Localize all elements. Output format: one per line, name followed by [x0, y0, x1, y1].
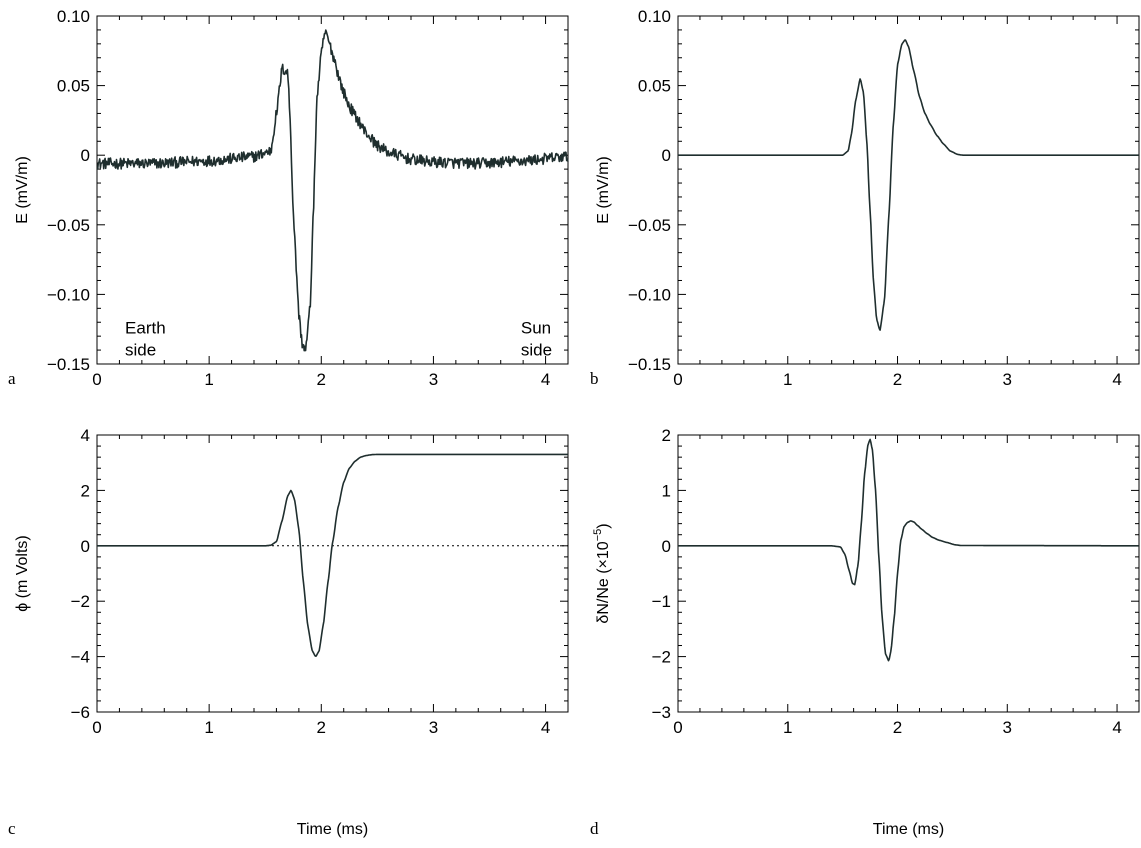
- y-tick-label: −0.15: [628, 355, 671, 374]
- y-axis-label: ϕ (m Volts): [14, 535, 31, 612]
- y-tick-label: −0.10: [47, 285, 90, 304]
- data-series-line: [97, 453, 569, 658]
- y-tick-label: −1: [652, 592, 671, 611]
- y-tick-label: 0.10: [57, 7, 90, 26]
- panel-label: c: [8, 819, 16, 838]
- annotation-text: Sun side: [521, 318, 552, 359]
- x-tick-label: 1: [204, 718, 213, 737]
- y-tick-label: −0.15: [47, 355, 90, 374]
- data-series-line: [677, 438, 1139, 662]
- x-tick-label: 3: [1003, 370, 1012, 389]
- x-tick-label: 3: [429, 718, 438, 737]
- y-axis-label: E (mV/m): [595, 156, 612, 224]
- x-tick-label: 0: [673, 370, 682, 389]
- data-series-line: [677, 39, 1139, 331]
- x-tick-label: 2: [317, 370, 326, 389]
- x-tick-label: 4: [1112, 718, 1121, 737]
- panel-c-chart: 0 1 2 3 4 −6 −4 −2 0 2 4 ϕ (m Volts) Time (ms) c: [8, 426, 569, 838]
- y-tick-label: 4: [81, 426, 90, 445]
- panel-label: b: [590, 369, 599, 388]
- plot-frame: [677, 434, 1140, 713]
- y-axis-label: E (mV/m): [14, 156, 31, 224]
- y-tick-label: −0.05: [47, 216, 90, 235]
- y-tick-label: −4: [71, 648, 90, 667]
- y-tick-label: 0: [81, 537, 90, 556]
- panel-b-chart: 0 1 2 3 4 −0.15 −0.10 −0.05 0 0.05 0.10 E (mV/m) b: [590, 7, 1140, 389]
- plot-frame: [96, 15, 569, 365]
- x-tick-label: 2: [893, 370, 902, 389]
- x-axis-label: Time (ms): [297, 821, 368, 838]
- annotation-line: Earth: [125, 318, 166, 337]
- x-tick-label: 3: [1003, 718, 1012, 737]
- y-tick-label: 0.05: [638, 77, 671, 96]
- y-tick-label: 0.05: [57, 77, 90, 96]
- panel-label: d: [590, 819, 599, 838]
- x-tick-label: 2: [893, 718, 902, 737]
- y-tick-label: −2: [71, 592, 90, 611]
- annotation-text: Earth side: [125, 318, 166, 359]
- y-tick-label: −3: [652, 703, 671, 722]
- x-tick-label: 0: [92, 370, 101, 389]
- panel-d-chart: 0 1 2 3 4 −3 −2 −1 0 1 2 δN/Ne (×10−5) Time (ms) d: [590, 426, 1140, 838]
- x-tick-label: 2: [317, 718, 326, 737]
- y-tick-label: 2: [662, 426, 671, 445]
- x-tick-label: 1: [204, 370, 213, 389]
- panel-label: a: [8, 369, 16, 388]
- panel-a-chart: 0 1 2 3 4 −0.15 −0.10 −0.05 0 0.05 0.10 E (mV/m) a Ea…: [8, 7, 569, 389]
- y-tick-label: 0: [81, 146, 90, 165]
- y-tick-label: −2: [652, 648, 671, 667]
- annotation-line: side: [521, 340, 552, 359]
- y-tick-label: −0.05: [628, 216, 671, 235]
- x-axis-label: Time (ms): [873, 821, 944, 838]
- x-tick-label: 4: [541, 370, 550, 389]
- x-tick-label: 1: [783, 718, 792, 737]
- x-tick-label: 0: [92, 718, 101, 737]
- annotation-line: Sun: [521, 318, 551, 337]
- plot-frame: [96, 434, 569, 713]
- x-tick-label: 4: [541, 718, 550, 737]
- x-tick-label: 3: [429, 370, 438, 389]
- y-tick-label: 0: [662, 537, 671, 556]
- x-tick-label: 0: [673, 718, 682, 737]
- plot-frame: [677, 15, 1140, 365]
- y-tick-label: 0.10: [638, 7, 671, 26]
- y-tick-label: −0.10: [628, 285, 671, 304]
- y-tick-label: 2: [81, 481, 90, 500]
- y-tick-label: 1: [662, 481, 671, 500]
- y-axis-label: δN/Ne (×10−5): [592, 523, 612, 623]
- y-axis-label-exponent: −5: [592, 529, 604, 542]
- x-tick-label: 4: [1112, 370, 1121, 389]
- data-series-line: [96, 29, 569, 352]
- x-tick-label: 1: [783, 370, 792, 389]
- y-tick-label: −6: [71, 703, 90, 722]
- y-tick-label: 0: [662, 146, 671, 165]
- annotation-line: side: [125, 340, 156, 359]
- y-axis-label-close: ): [595, 523, 612, 528]
